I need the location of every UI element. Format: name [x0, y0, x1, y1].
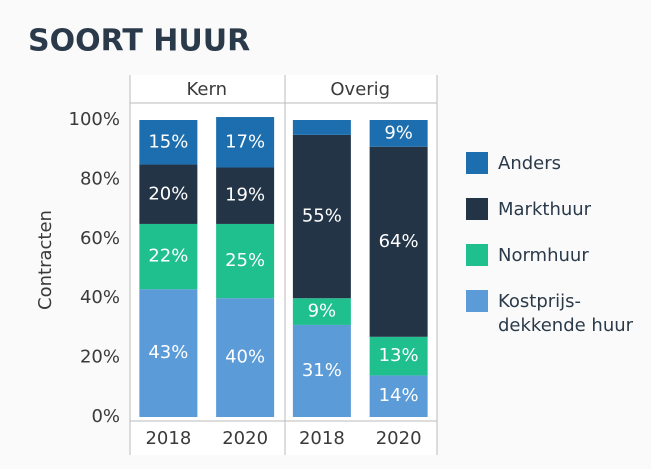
legend-swatch — [466, 152, 488, 174]
data-label: 17% — [225, 131, 265, 152]
data-label: 15% — [148, 131, 188, 152]
data-label: 25% — [225, 250, 265, 271]
legend-label: Anders — [498, 153, 561, 174]
group-label: Kern — [187, 79, 227, 100]
bar-segment — [139, 120, 198, 165]
data-label: 40% — [225, 347, 265, 368]
bar-segment — [216, 298, 275, 417]
data-label: 14% — [379, 385, 419, 406]
data-label: 22% — [148, 246, 188, 267]
data-label: 55% — [302, 206, 342, 227]
legend-item: Normhuur — [466, 244, 646, 268]
data-label: 13% — [379, 345, 419, 366]
bar-segment — [139, 164, 198, 224]
x-tick-label: 2020 — [222, 428, 268, 449]
bar-segment — [292, 298, 351, 325]
bar-segment — [139, 289, 198, 417]
bar-segment — [292, 134, 351, 299]
bar-segment — [139, 223, 198, 290]
group-label: Overig — [330, 79, 390, 100]
data-label: 9% — [308, 301, 337, 322]
y-tick-label: 60% — [80, 228, 120, 249]
y-tick-label: 40% — [80, 287, 120, 308]
data-label: 43% — [148, 342, 188, 363]
y-tick-label: 80% — [80, 168, 120, 189]
x-tick-label: 2018 — [299, 428, 345, 449]
y-axis-label: Contracten — [35, 210, 56, 310]
bar-segment — [369, 120, 428, 147]
data-label: 64% — [379, 231, 419, 252]
y-tick-label: 20% — [80, 347, 120, 368]
legend-label: Kostprijs-dekkende huur — [498, 291, 634, 336]
legend-item: Markthuur — [466, 198, 646, 222]
legend-label: Normhuur — [498, 245, 589, 266]
bar-segment — [216, 167, 275, 224]
legend-swatch — [466, 198, 488, 220]
data-label: 20% — [148, 183, 188, 204]
legend: Anders Markthuur Normhuur Kostprijs-dekkend… — [466, 152, 646, 360]
y-tick-label: 0% — [91, 406, 120, 427]
data-label: 31% — [302, 360, 342, 381]
data-label: 9% — [384, 122, 413, 143]
data-label: 19% — [225, 185, 265, 206]
x-tick-label: 2018 — [145, 428, 191, 449]
bar-segment — [216, 223, 275, 299]
x-tick-label: 2020 — [376, 428, 422, 449]
chart-title: SOORT HUUR — [28, 24, 250, 59]
legend-item: Kostprijs-dekkende huur — [466, 290, 646, 338]
y-tick-label: 100% — [69, 109, 120, 130]
bar-segment — [369, 146, 428, 337]
legend-label: Markthuur — [498, 199, 592, 220]
legend-swatch — [466, 244, 488, 266]
bar-segment — [369, 375, 428, 417]
legend-swatch — [466, 290, 488, 312]
bar-segment — [292, 120, 351, 135]
bar-segment — [292, 324, 351, 417]
legend-item: Anders — [466, 152, 646, 176]
bar-segment — [216, 117, 275, 168]
bar-segment — [369, 336, 428, 376]
